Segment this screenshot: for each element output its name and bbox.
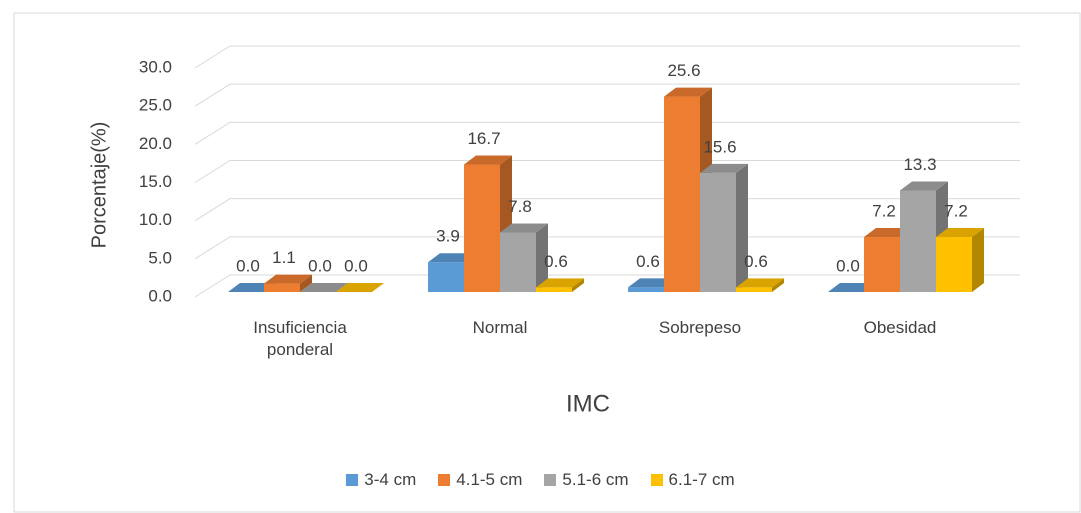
bar [864, 237, 900, 292]
bar [464, 164, 500, 292]
data-label: 13.3 [903, 155, 936, 174]
legend-item: 4.1-5 cm [438, 470, 522, 490]
legend-item: 3-4 cm [346, 470, 416, 490]
data-label: 7.2 [944, 202, 968, 221]
y-tick-label: 30.0 [139, 57, 172, 76]
x-axis-title: IMC [566, 390, 610, 417]
bar-top [264, 274, 312, 284]
bar [936, 237, 972, 292]
data-label: 25.6 [667, 61, 700, 80]
data-label: 0.0 [308, 256, 332, 275]
data-label: 16.7 [467, 129, 500, 148]
y-axis-title: Porcentaje(%) [88, 122, 110, 249]
legend-item: 6.1-7 cm [650, 470, 735, 490]
bar [428, 262, 464, 292]
grid-line [194, 198, 1020, 222]
y-tick-label: 5.0 [148, 248, 172, 267]
data-label: 3.9 [436, 227, 460, 246]
data-label: 0.6 [744, 252, 768, 271]
legend-swatch [544, 474, 557, 486]
chart-border [13, 12, 1081, 513]
bar [628, 287, 664, 292]
bar-top [500, 223, 548, 233]
bar [264, 283, 300, 292]
bar-top [536, 278, 584, 288]
y-tick-label: 20.0 [139, 134, 172, 153]
bar-side [572, 278, 584, 292]
y-tick-label: 10.0 [139, 210, 172, 229]
bar-top [936, 228, 984, 238]
bar-top [900, 181, 948, 191]
legend: 3-4 cm 4.1-5 cm 5.1-6 cm 6.1-7 cm [0, 470, 1081, 490]
data-label: 7.8 [508, 197, 532, 216]
data-label: 7.2 [872, 202, 896, 221]
legend-label: 3-4 cm [364, 470, 417, 489]
bar [736, 287, 772, 292]
grid-line [194, 45, 1020, 69]
legend-swatch [650, 474, 663, 486]
bar-side [772, 278, 784, 292]
bar-side [736, 163, 748, 292]
bar [500, 232, 536, 292]
bar-top [336, 283, 384, 292]
legend-label: 4.1-5 cm [456, 470, 523, 489]
legend-swatch [346, 474, 359, 486]
bar [700, 172, 736, 292]
y-tick-label: 0.0 [148, 286, 172, 305]
bar-top [464, 155, 512, 165]
data-label: 0.0 [236, 256, 260, 275]
data-label: 15.6 [703, 137, 736, 156]
data-label: 0.6 [544, 252, 568, 271]
legend-label: 6.1-7 cm [668, 470, 735, 489]
grid-line [194, 121, 1020, 145]
x-tick-label: Normal [472, 318, 528, 337]
y-tick-label: 25.0 [139, 96, 172, 115]
legend-swatch [438, 474, 451, 486]
x-tick-label: Obesidad [863, 318, 937, 337]
data-label: 1.1 [272, 248, 296, 267]
grid-line [194, 83, 1020, 107]
bar-top [736, 278, 784, 288]
bar-top [664, 87, 712, 97]
y-tick-label: 15.0 [139, 172, 172, 191]
grid-line [194, 274, 1020, 298]
data-label: 0.0 [344, 256, 368, 275]
x-tick-label: Insuficiencia ponderal [253, 318, 347, 359]
bar-side [300, 274, 312, 292]
legend-item: 5.1-6 cm [544, 470, 629, 490]
legend-label: 5.1-6 cm [562, 470, 629, 489]
data-label: 0.6 [636, 252, 660, 271]
data-label: 0.0 [836, 256, 860, 275]
bar [900, 190, 936, 292]
grid-line [194, 236, 1020, 260]
bar-side [536, 223, 548, 292]
x-tick-label: Sobrepeso [658, 318, 742, 337]
bar-top [700, 163, 748, 173]
bar [536, 287, 572, 292]
bar [664, 96, 700, 292]
bar-top [300, 283, 348, 292]
grid-line [194, 160, 1020, 183]
bar-side [972, 228, 984, 292]
